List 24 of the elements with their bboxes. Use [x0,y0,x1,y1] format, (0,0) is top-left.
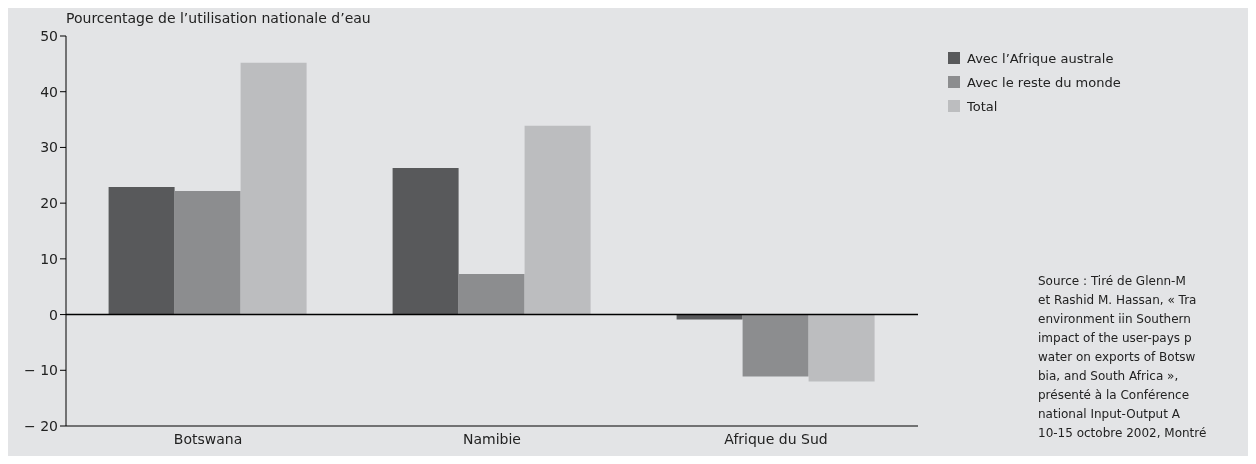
x-tick-label: Botswana [173,430,243,447]
y-tick-label: 0 [49,306,58,323]
y-tick-label: 30 [40,139,58,156]
y-tick-label: − 20 [24,417,58,434]
y-axis-title: Pourcentage de l’utilisation nationale d’eau [66,10,371,26]
text: Source : Tiré de Glenn-M et Rashid M. Hassan, « Tra environment iin Southern impact of the user-pays p water on exports of Botsw bia, and South Africa », présenté à la Conférence national Input-Output A 10-15 octobre 2002, Montré [1038,274,1207,440]
bar [108,186,175,315]
bar [808,314,875,382]
x-tick-label: Namibie [463,430,521,447]
bar [240,62,307,315]
bar [524,125,591,315]
y-tick-label: − 10 [24,362,58,379]
x-tick-label: Afrique du Sud [724,430,828,447]
bar [174,190,241,315]
y-tick-label: 10 [40,250,58,267]
y-tick-label: 50 [40,27,58,44]
legend-label: Avec l’Afrique australe [967,50,1114,66]
legend-label: Total [967,98,998,114]
y-tick-label: 20 [40,195,58,212]
bar [458,273,525,315]
legend-label: Avec le reste du monde [967,74,1121,90]
bar [742,314,809,377]
y-tick-label: 40 [40,83,58,100]
bar [392,168,459,315]
